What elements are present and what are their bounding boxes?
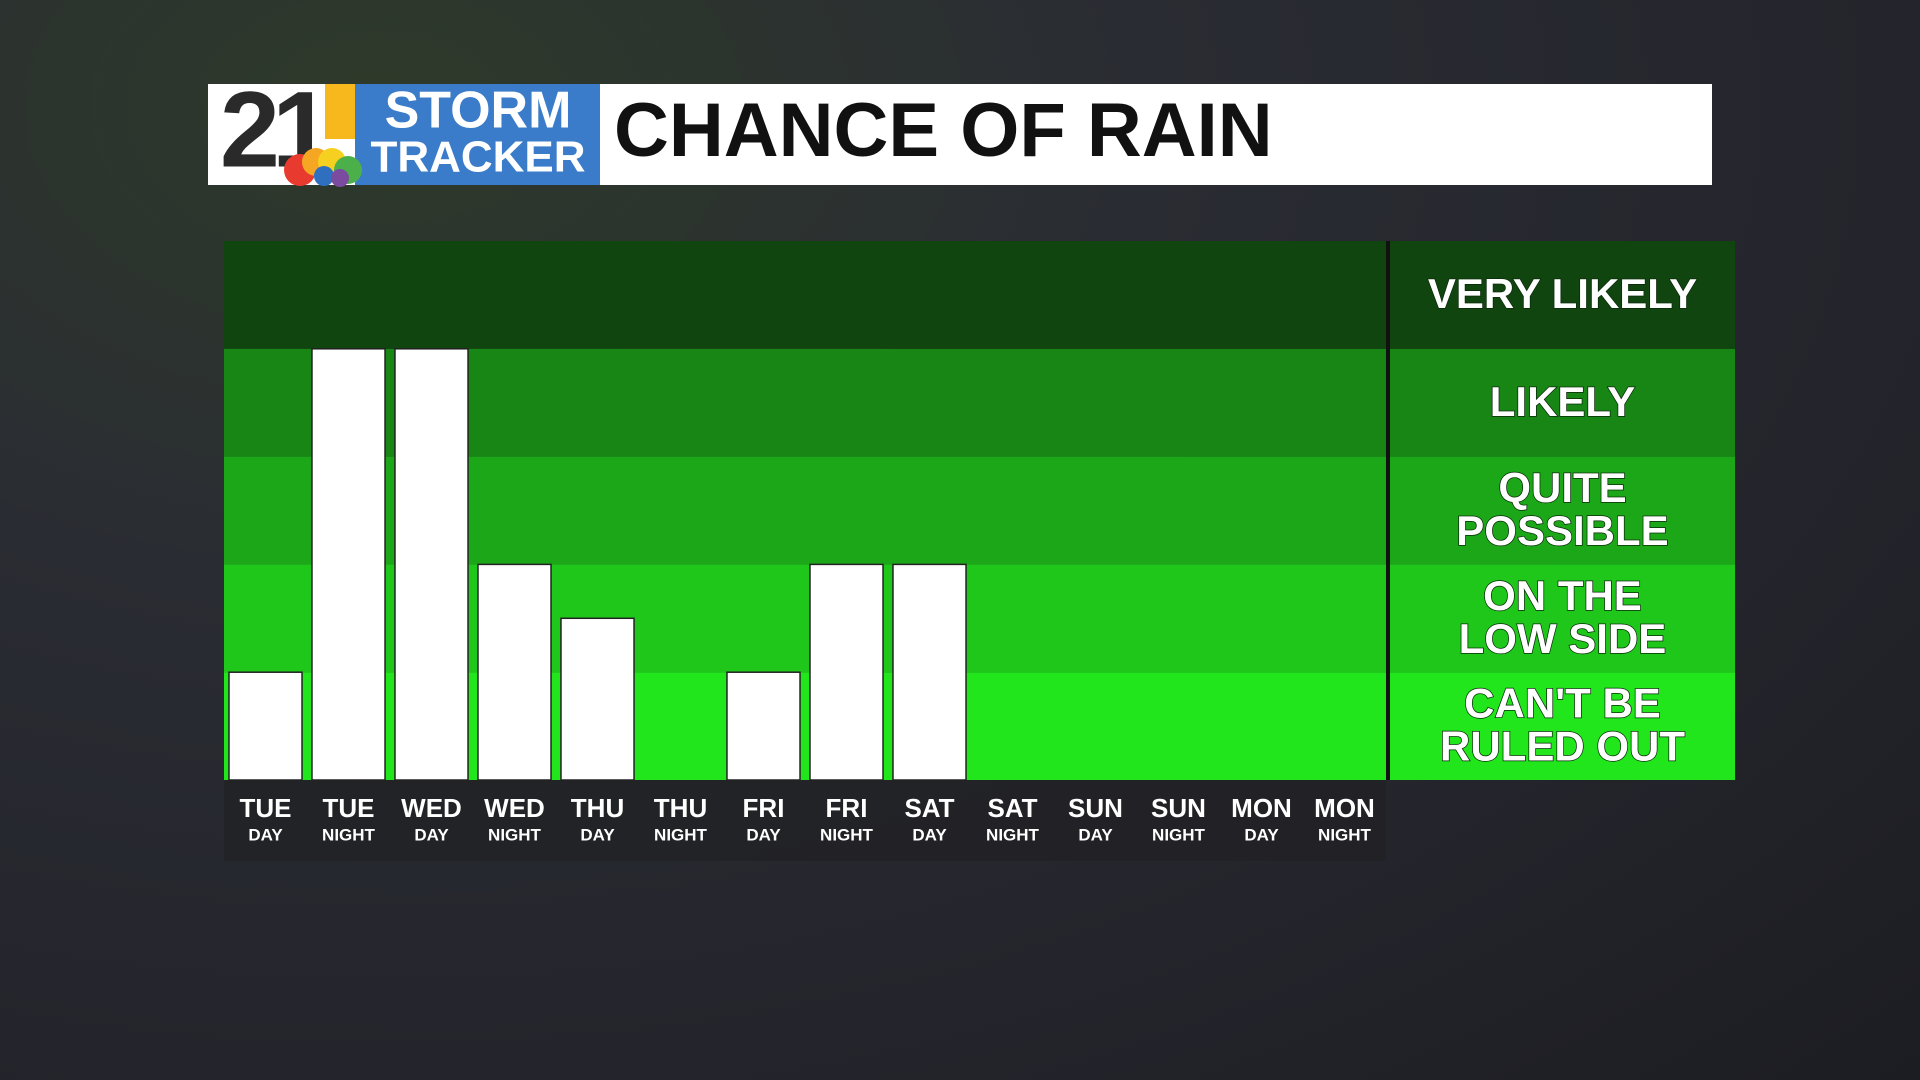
x-tick-label: TUE [323,793,375,823]
level-band [224,564,1735,673]
divider [1386,241,1390,780]
x-tick-label: MON [1314,793,1375,823]
chart-title: CHANCE OF RAIN [614,88,1273,173]
bar [726,671,801,781]
x-tick-label: FRI [826,793,868,823]
x-tick-sublabel: NIGHT [820,825,874,844]
x-tick-sublabel: DAY [248,825,283,844]
bar [394,348,469,781]
bar [477,563,552,781]
bar [560,617,635,781]
logo-line2: TRACKER [370,133,585,182]
level-label: CAN'T BE [1464,680,1661,727]
level-label: ON THE [1483,572,1642,619]
x-tick-label: MON [1231,793,1292,823]
level-label: LIKELY [1490,378,1635,425]
x-tick-sublabel: DAY [746,825,781,844]
x-tick-sublabel: NIGHT [1318,825,1372,844]
x-tick-sublabel: NIGHT [1152,825,1206,844]
axis-strip [224,780,1386,861]
x-tick-label: SUN [1151,793,1206,823]
level-band [224,348,1735,457]
level-label: LOW SIDE [1459,615,1667,662]
bar [311,348,386,781]
x-tick-label: FRI [743,793,785,823]
x-tick-sublabel: NIGHT [986,825,1040,844]
x-tick-sublabel: DAY [580,825,615,844]
x-tick-sublabel: DAY [912,825,947,844]
level-label: POSSIBLE [1456,507,1668,554]
x-tick-label: WED [401,793,462,823]
x-tick-label: SUN [1068,793,1123,823]
level-band [224,672,1735,780]
logo-box [355,84,600,185]
x-tick-label: THU [654,793,707,823]
peacock [284,148,362,187]
x-tick-sublabel: NIGHT [654,825,708,844]
x-tick-sublabel: DAY [414,825,449,844]
x-tick-label: TUE [240,793,292,823]
x-tick-sublabel: DAY [1244,825,1279,844]
x-tick-sublabel: NIGHT [488,825,542,844]
bar [809,563,884,781]
logo-accent [325,84,355,139]
level-label: RULED OUT [1440,723,1685,770]
x-tick-label: SAT [987,793,1037,823]
level-band [224,241,1735,349]
level-label: VERY LIKELY [1428,270,1697,317]
x-tick-label: WED [484,793,545,823]
level-band [224,456,1735,565]
logo-line1: STORM [385,82,572,140]
level-label: QUITE [1498,464,1626,511]
x-tick-sublabel: NIGHT [322,825,376,844]
x-tick-label: SAT [904,793,954,823]
x-tick-label: THU [571,793,624,823]
bar [892,563,967,781]
x-tick-sublabel: DAY [1078,825,1113,844]
bar [228,671,303,781]
